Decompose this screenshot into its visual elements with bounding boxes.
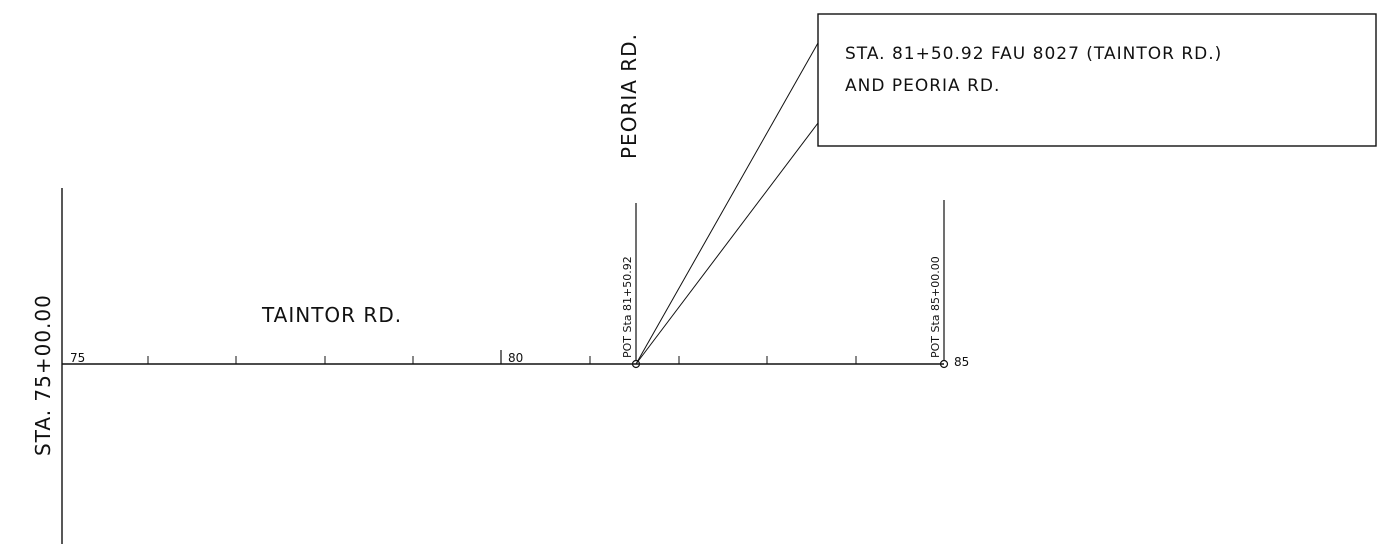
station-tick-label-75: 75 xyxy=(70,351,85,365)
callout-leader-line-lower xyxy=(635,122,819,365)
pot-2-label: POT Sta 85+00.00 xyxy=(929,256,942,358)
pot-2-point xyxy=(939,359,949,369)
main-road-label: TAINTOR RD. xyxy=(261,303,402,327)
start-station-label: STA. 75+00.00 xyxy=(31,294,55,456)
station-tick-label-80: 80 xyxy=(508,351,523,365)
callout-box xyxy=(817,13,1377,147)
callout-line-1: STA. 81+50.92 FAU 8027 (TAINTOR RD.) xyxy=(845,44,1222,64)
callout-line-2: AND PEORIA RD. xyxy=(845,76,1000,96)
pot-1-label: POT Sta 81+50.92 xyxy=(621,256,634,358)
pot-1-point xyxy=(631,359,641,369)
callout-leader-line-upper xyxy=(635,42,819,365)
station-minor-ticks xyxy=(147,356,857,364)
station-tick-label-85: 85 xyxy=(954,355,969,369)
cross-road-label: PEORIA RD. xyxy=(617,33,641,159)
